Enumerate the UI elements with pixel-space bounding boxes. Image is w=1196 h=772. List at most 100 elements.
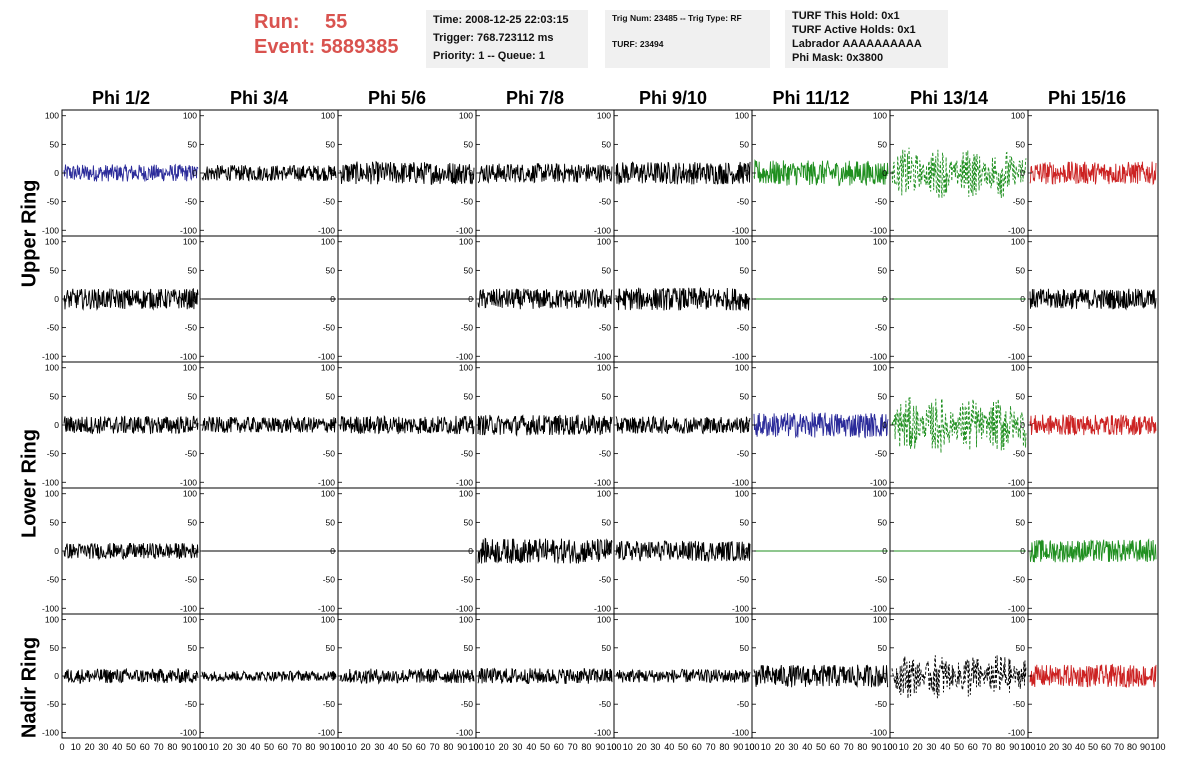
y-tick-label: 100 bbox=[597, 237, 611, 247]
x-tick-label: 20 bbox=[775, 742, 785, 752]
y-tick-label: 100 bbox=[873, 363, 887, 373]
y-tick-label: -50 bbox=[323, 575, 336, 585]
y-tick-label: 0 bbox=[744, 546, 749, 556]
y-tick-label: -100 bbox=[180, 603, 197, 613]
y-tick-label: 100 bbox=[597, 111, 611, 121]
x-tick-label: 50 bbox=[264, 742, 274, 752]
y-tick-label: 50 bbox=[740, 391, 750, 401]
y-tick-label: 100 bbox=[1011, 237, 1025, 247]
y-tick-label: 0 bbox=[330, 168, 335, 178]
x-tick-label: 90 bbox=[319, 742, 329, 752]
y-tick-label: -50 bbox=[599, 449, 612, 459]
y-tick-label: -100 bbox=[456, 603, 473, 613]
y-tick-label: -50 bbox=[461, 197, 474, 207]
y-tick-label: 100 bbox=[597, 363, 611, 373]
y-tick-label: 50 bbox=[464, 517, 474, 527]
x-tick-label: 10 bbox=[71, 742, 81, 752]
y-tick-label: -100 bbox=[594, 351, 611, 361]
x-tick-label: 10 bbox=[347, 742, 357, 752]
y-tick-label: 50 bbox=[878, 265, 888, 275]
turf-info-box: TURF This Hold: 0x1 TURF Active Holds: 0… bbox=[785, 10, 948, 68]
y-tick-label: -50 bbox=[599, 197, 612, 207]
y-tick-label: 50 bbox=[1016, 643, 1026, 653]
y-tick-label: -100 bbox=[1008, 603, 1025, 613]
x-tick-label: 100 bbox=[192, 742, 207, 752]
y-tick-label: -50 bbox=[875, 197, 888, 207]
waveform-trace bbox=[753, 664, 889, 688]
x-tick-label: 50 bbox=[954, 742, 964, 752]
waveform-trace bbox=[201, 669, 337, 683]
y-tick-label: 100 bbox=[459, 489, 473, 499]
y-tick-label: 50 bbox=[50, 643, 60, 653]
x-tick-label: 10 bbox=[209, 742, 219, 752]
x-tick-label: 50 bbox=[402, 742, 412, 752]
y-tick-label: 100 bbox=[597, 489, 611, 499]
run-label: Run: bbox=[254, 11, 300, 33]
waveform-trace bbox=[477, 537, 613, 564]
y-tick-label: -100 bbox=[732, 603, 749, 613]
column-title-phi-11-12: Phi 11/12 bbox=[772, 88, 850, 108]
y-tick-label: -50 bbox=[1013, 699, 1026, 709]
waveform-trace bbox=[63, 163, 199, 182]
x-tick-label: 100 bbox=[1020, 742, 1035, 752]
x-tick-label: 0 bbox=[611, 742, 616, 752]
waveform-trace bbox=[339, 160, 475, 186]
column-title-phi-1-2: Phi 1/2 bbox=[91, 88, 151, 108]
waveform-trace bbox=[615, 540, 751, 563]
y-tick-label: 0 bbox=[606, 294, 611, 304]
x-tick-label: 20 bbox=[913, 742, 923, 752]
y-tick-label: 50 bbox=[188, 517, 198, 527]
y-tick-label: 100 bbox=[321, 615, 335, 625]
y-tick-label: 100 bbox=[873, 237, 887, 247]
x-tick-label: 40 bbox=[664, 742, 674, 752]
y-tick-label: 0 bbox=[1020, 420, 1025, 430]
y-tick-label: 50 bbox=[602, 265, 612, 275]
x-tick-label: 60 bbox=[554, 742, 564, 752]
y-tick-label: -100 bbox=[732, 351, 749, 361]
y-tick-label: -50 bbox=[875, 575, 888, 585]
x-tick-label: 80 bbox=[167, 742, 177, 752]
y-tick-label: -100 bbox=[42, 727, 59, 737]
x-tick-label: 70 bbox=[706, 742, 716, 752]
phi-mask-line: Phi Mask: 0x3800 bbox=[792, 52, 884, 64]
y-tick-label: 0 bbox=[1020, 546, 1025, 556]
y-tick-label: -50 bbox=[461, 323, 474, 333]
waveform-trace bbox=[1029, 414, 1157, 436]
event-value: 5889385 bbox=[320, 36, 399, 58]
y-tick-label: 100 bbox=[735, 363, 749, 373]
y-tick-label: 0 bbox=[330, 671, 335, 681]
y-tick-label: 100 bbox=[183, 111, 197, 121]
x-tick-label: 20 bbox=[223, 742, 233, 752]
y-tick-label: 0 bbox=[468, 420, 473, 430]
y-tick-label: 0 bbox=[882, 294, 887, 304]
waveform-trace bbox=[753, 412, 889, 439]
y-tick-label: 50 bbox=[50, 265, 60, 275]
y-tick-label: -50 bbox=[461, 699, 474, 709]
x-tick-label: 90 bbox=[871, 742, 881, 752]
y-tick-label: -100 bbox=[456, 727, 473, 737]
y-tick-label: -100 bbox=[42, 351, 59, 361]
y-tick-label: -100 bbox=[594, 225, 611, 235]
x-tick-label: 100 bbox=[330, 742, 345, 752]
y-tick-label: 100 bbox=[321, 363, 335, 373]
x-tick-label: 100 bbox=[1150, 742, 1165, 752]
y-tick-label: 100 bbox=[45, 363, 59, 373]
y-tick-label: -50 bbox=[185, 575, 198, 585]
y-tick-label: 100 bbox=[45, 237, 59, 247]
y-tick-label: 0 bbox=[54, 671, 59, 681]
turf-hold-line: TURF This Hold: 0x1 bbox=[792, 10, 900, 22]
y-tick-label: 100 bbox=[459, 111, 473, 121]
y-tick-label: 100 bbox=[1011, 363, 1025, 373]
x-tick-label: 70 bbox=[1114, 742, 1124, 752]
x-tick-label: 80 bbox=[581, 742, 591, 752]
y-tick-label: 50 bbox=[1016, 139, 1026, 149]
y-tick-label: 50 bbox=[464, 139, 474, 149]
y-tick-label: 100 bbox=[459, 615, 473, 625]
y-tick-label: 0 bbox=[192, 168, 197, 178]
x-tick-label: 0 bbox=[749, 742, 754, 752]
y-tick-label: 100 bbox=[1011, 615, 1025, 625]
y-tick-label: 0 bbox=[744, 420, 749, 430]
y-tick-label: 100 bbox=[735, 489, 749, 499]
y-tick-label: 50 bbox=[878, 139, 888, 149]
x-tick-label: 40 bbox=[526, 742, 536, 752]
